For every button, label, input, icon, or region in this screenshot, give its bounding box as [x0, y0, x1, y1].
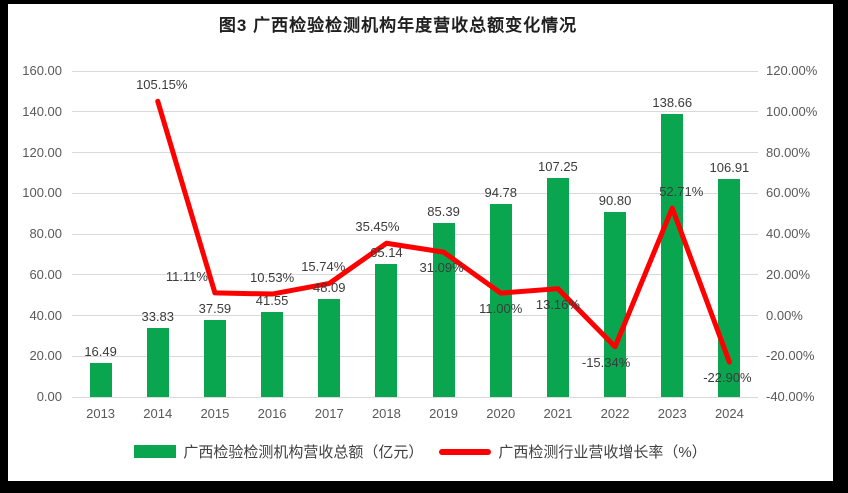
growth-value-label: 15.74% — [301, 259, 346, 275]
revenue-bar — [489, 203, 512, 397]
growth-value-label: 11.11% — [165, 268, 208, 284]
growth-line — [155, 98, 732, 365]
legend-label-growth: 广西检测行业营收增长率（%） — [498, 444, 707, 461]
growth-value-label: 10.53% — [250, 270, 295, 286]
y-axis-tick-left: 160.00 — [22, 63, 62, 78]
revenue-bar — [318, 299, 341, 397]
x-axis-label: 2020 — [486, 406, 516, 421]
bar-series-swatch — [134, 445, 177, 458]
plot-area: 16.49 33.83 37.59 41.55 48.09 65.14 85.39 94.78… — [72, 70, 758, 398]
legend-label-revenue: 广西检验检测机构营收总额（亿元） — [183, 444, 424, 461]
x-axis-label: 2015 — [200, 406, 230, 421]
bar-value-label: 37.59 — [198, 301, 232, 317]
gridline — [72, 274, 758, 276]
bar-value-label: 94.78 — [484, 184, 518, 200]
x-axis-label: 2019 — [429, 406, 459, 421]
x-axis-label: 2017 — [314, 406, 344, 421]
line-series-swatch — [439, 448, 492, 455]
x-axis-label: 2016 — [257, 406, 287, 421]
bar-value-label: 106.91 — [709, 160, 750, 176]
y-axis-tick-right: 60.00% — [766, 185, 811, 201]
growth-value-label: -22.90% — [703, 370, 752, 386]
y-axis-tick-left: 80.00 — [29, 226, 62, 241]
legend-item-growth: 广西检测行业营收增长率（%） — [439, 441, 707, 462]
revenue-bar — [661, 114, 684, 397]
gridline — [72, 233, 758, 235]
gridline — [72, 192, 758, 194]
bar-value-label: 65.14 — [370, 245, 403, 261]
revenue-bar — [261, 312, 284, 397]
growth-value-label: 105.15% — [136, 77, 188, 93]
revenue-bar — [203, 320, 226, 397]
growth-line-path — [155, 98, 732, 365]
y-axis-tick-left: 120.00 — [22, 144, 62, 160]
bar-value-label: 41.55 — [255, 293, 289, 309]
y-axis-tick-right: 120.00% — [766, 63, 818, 78]
gridline — [72, 111, 758, 113]
y-axis-tick-right: -20.00% — [766, 348, 815, 364]
revenue-bar — [604, 211, 627, 397]
growth-value-label: 31.09% — [419, 260, 464, 276]
bar-value-label: 138.66 — [652, 95, 693, 111]
gridline — [72, 396, 758, 398]
revenue-bar — [89, 363, 112, 397]
y-axis-tick-left: 20.00 — [29, 348, 62, 364]
y-axis-tick-right: 40.00% — [766, 226, 811, 241]
chart-canvas: 图3 广西检验检测机构年度营收总额变化情况 16.49 33.83 37.59 41.… — [8, 4, 833, 481]
revenue-bar — [432, 223, 455, 397]
growth-value-label: -15.34% — [581, 354, 631, 370]
y-axis-tick-left: 60.00 — [29, 266, 62, 282]
y-axis-tick-right: 100.00% — [766, 103, 818, 119]
growth-value-label: 13.16% — [535, 296, 580, 312]
bar-value-label: 90.80 — [598, 192, 632, 208]
gridline — [72, 315, 758, 316]
x-axis-label: 2022 — [600, 406, 630, 421]
bar-value-label: 85.39 — [427, 204, 460, 220]
legend-item-revenue: 广西检验检测机构营收总额（亿元） — [134, 441, 423, 462]
y-axis-tick-right: -40.00% — [766, 389, 815, 404]
x-axis-label: 2013 — [86, 406, 116, 421]
growth-value-label: 11.00% — [479, 301, 523, 317]
y-axis-tick-left: 0.00 — [36, 389, 62, 404]
growth-value-label: 35.45% — [355, 219, 400, 235]
chart-title: 图3 广西检验检测机构年度营收总额变化情况 — [218, 16, 578, 35]
gridline — [72, 70, 758, 72]
growth-value-label: 52.71% — [659, 184, 704, 200]
gridline — [72, 152, 758, 153]
y-axis-tick-right: 0.00% — [766, 307, 803, 323]
x-axis-label: 2018 — [371, 406, 401, 421]
bar-value-label: 16.49 — [84, 344, 117, 360]
y-axis-tick-left: 140.00 — [22, 103, 62, 119]
x-axis-label: 2024 — [714, 406, 744, 421]
x-axis-label: 2021 — [543, 406, 573, 421]
x-axis-label: 2014 — [143, 406, 173, 421]
y-axis-tick-right: 20.00% — [766, 266, 811, 282]
bar-value-label: 48.09 — [312, 280, 346, 296]
bar-value-label: 107.25 — [538, 159, 578, 175]
bar-value-label: 33.83 — [141, 309, 175, 325]
revenue-bar — [146, 328, 169, 397]
legend: 广西检验检测机构营收总额（亿元） 广西检测行业营收增长率（%） — [8, 441, 833, 462]
y-axis-tick-left: 100.00 — [22, 185, 62, 201]
revenue-bar — [375, 264, 398, 397]
y-axis-tick-left: 40.00 — [29, 307, 62, 323]
y-axis-tick-right: 80.00% — [766, 144, 811, 160]
x-axis-label: 2023 — [657, 406, 687, 421]
gridline — [72, 355, 758, 357]
